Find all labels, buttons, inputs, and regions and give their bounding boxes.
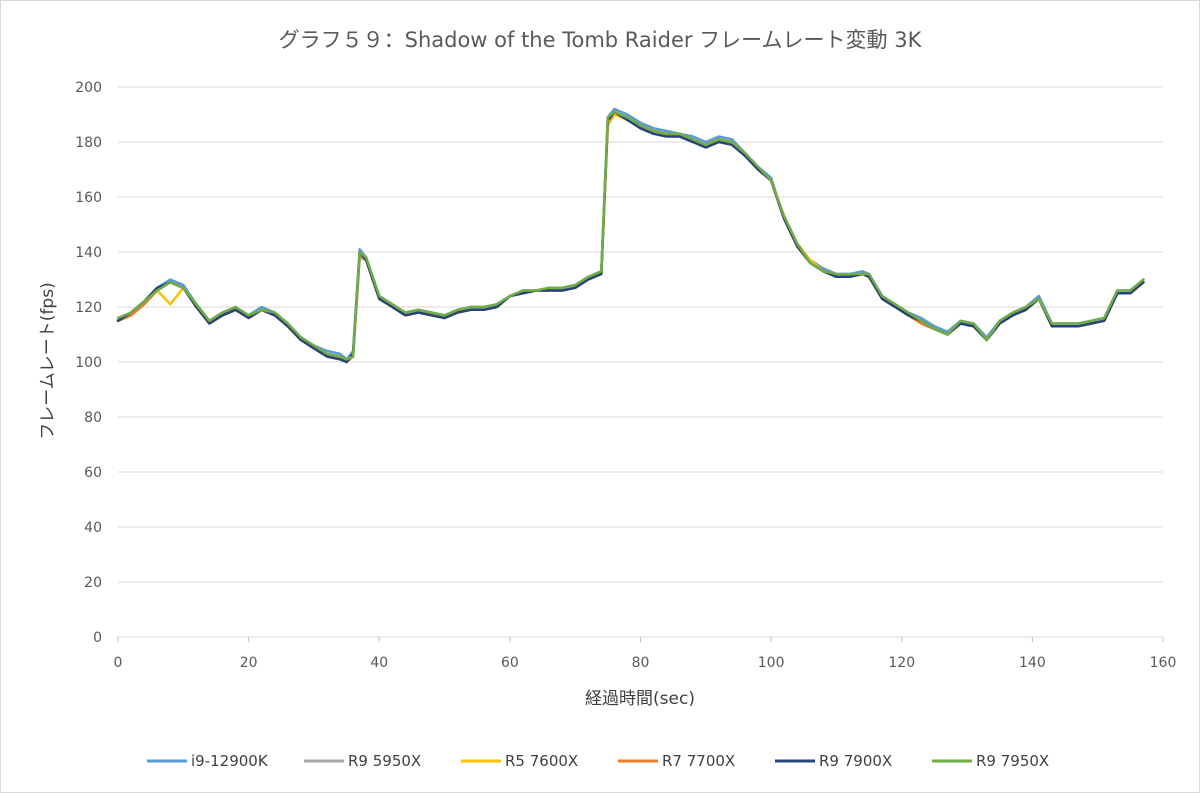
legend-item: i9-12900K — [147, 752, 269, 770]
legend: i9-12900K R9 5950X R5 7600X R7 7700X R9 7900… — [147, 752, 1049, 770]
gridlines — [118, 86, 1163, 638]
y-tick-label: 100 — [75, 355, 102, 371]
x-tick-label: 140 — [1019, 655, 1046, 671]
legend-label: i9-12900K — [191, 752, 269, 770]
legend-item: R9 7900X — [775, 752, 892, 770]
legend-item: R9 7950X — [932, 752, 1049, 770]
x-tick-label: 100 — [758, 655, 785, 671]
y-tick-label: 0 — [93, 630, 102, 646]
series-line-r7-7700x — [116, 110, 1145, 364]
x-tick-label: 0 — [114, 655, 123, 671]
x-tick-label: 160 — [1150, 655, 1177, 671]
y-tick-label: 180 — [75, 135, 102, 151]
series-line-i9-12900k — [116, 107, 1145, 361]
y-tick-label: 20 — [84, 575, 102, 591]
legend-label: R9 5950X — [348, 752, 421, 770]
legend-item: R7 7700X — [618, 752, 735, 770]
legend-label: R7 7700X — [662, 752, 735, 770]
legend-item: R5 7600X — [461, 752, 578, 770]
series-line-r5-7600x — [116, 113, 1145, 364]
y-tick-label: 120 — [75, 300, 102, 316]
y-axis-ticks: 0 20 40 60 80 100 120 140 160 180 200 — [75, 80, 102, 646]
series-line-r9-7900x — [116, 110, 1145, 364]
y-tick-label: 40 — [84, 520, 102, 536]
x-axis-label: 経過時間(sec) — [585, 689, 695, 709]
legend-label: R9 7950X — [976, 752, 1049, 770]
series-line-r9-5950x — [116, 110, 1145, 364]
y-axis-label: フレームレート(fps) — [38, 282, 58, 439]
legend-item: R9 5950X — [304, 752, 421, 770]
legend-label: R9 7900X — [819, 752, 892, 770]
x-tick-label: 20 — [240, 655, 258, 671]
legend-label: R5 7600X — [505, 752, 578, 770]
x-tick-label: 120 — [888, 655, 915, 671]
y-tick-label: 200 — [75, 80, 102, 96]
x-tick-label: 60 — [501, 655, 519, 671]
series-line-r9-7950x — [116, 110, 1145, 361]
chart-title: グラフ５９：Shadow of the Tomb Raider フレームレート変… — [279, 28, 923, 52]
x-axis-ticks: 0 20 40 60 80 100 120 140 160 — [114, 637, 1177, 671]
series-lines — [116, 107, 1145, 364]
x-tick-label: 80 — [632, 655, 650, 671]
y-tick-label: 80 — [84, 410, 102, 426]
x-tick-label: 40 — [370, 655, 388, 671]
y-tick-label: 140 — [75, 245, 102, 261]
y-tick-label: 160 — [75, 190, 102, 206]
y-tick-label: 60 — [84, 465, 102, 481]
